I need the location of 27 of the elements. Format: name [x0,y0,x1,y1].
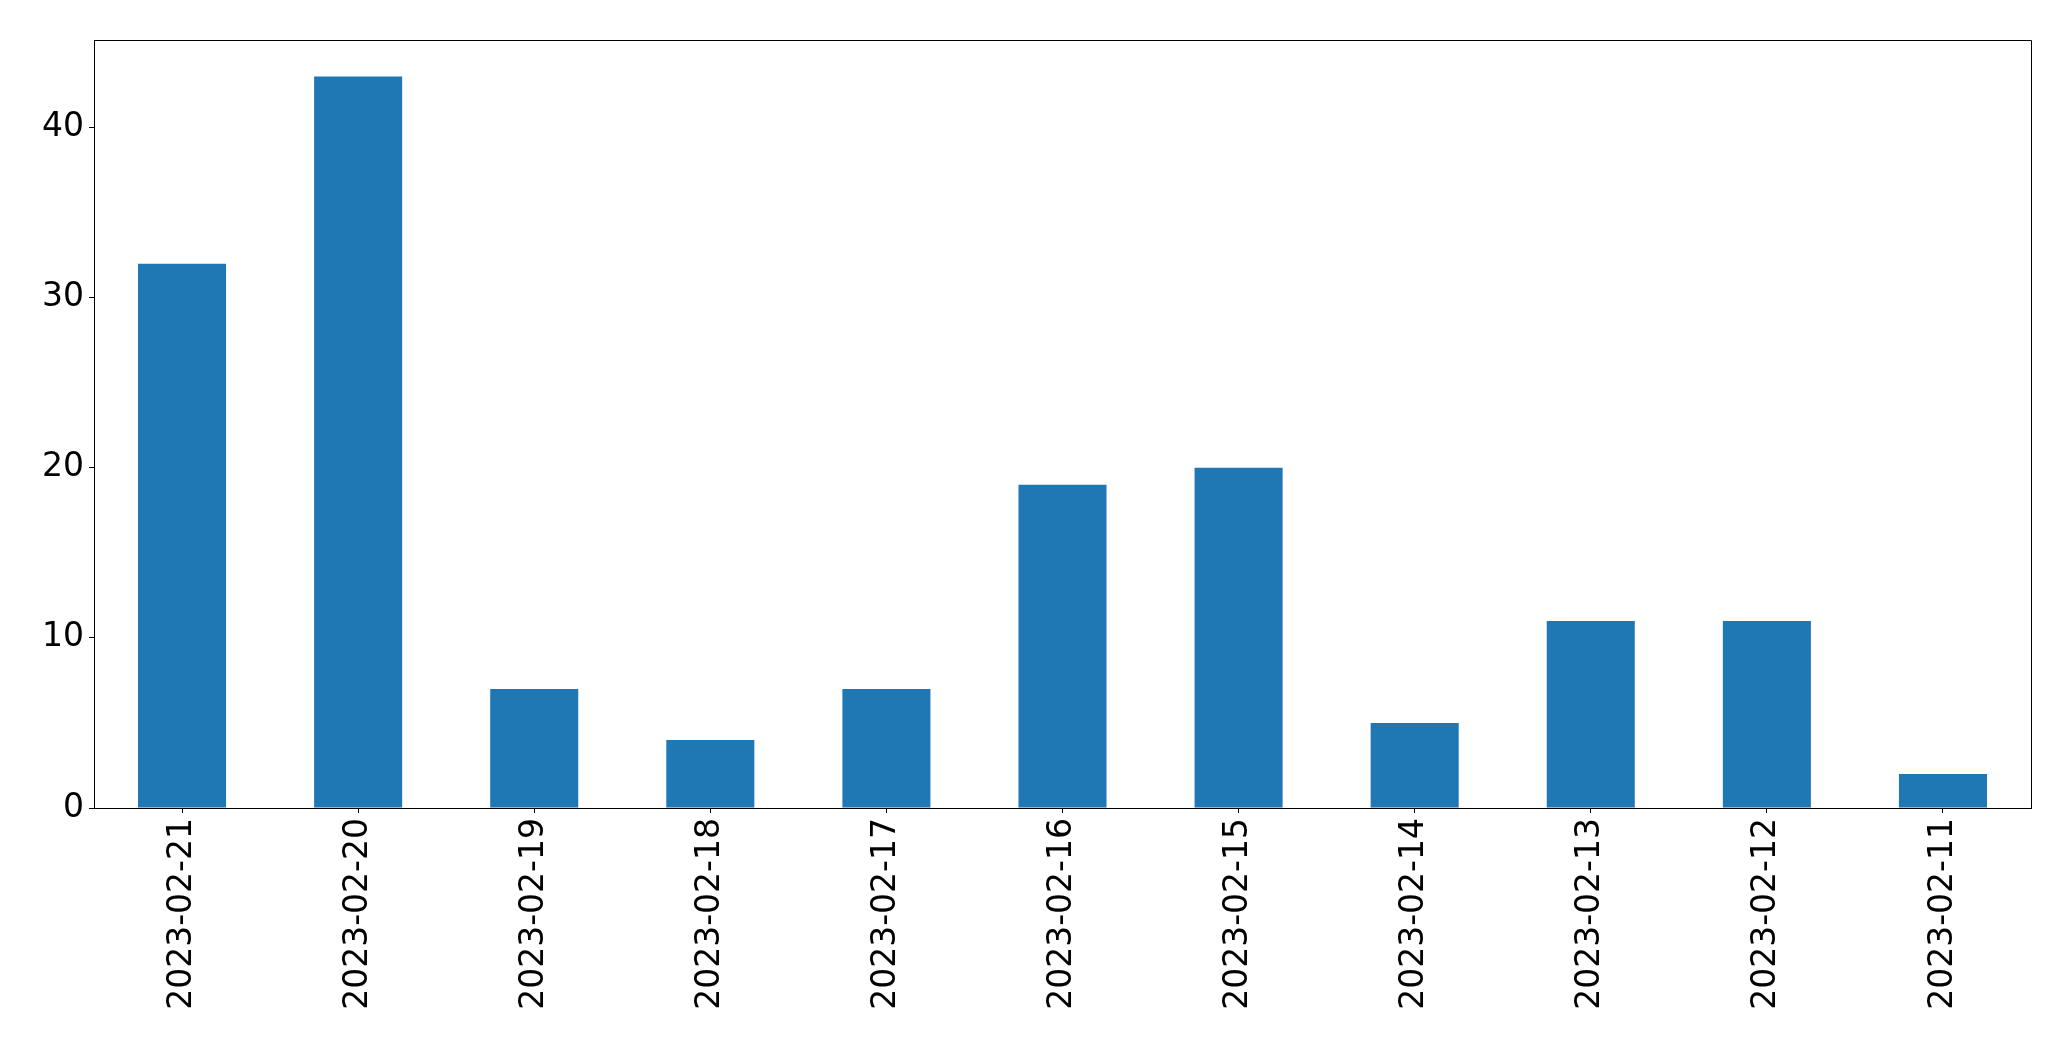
y-tick-label: 0 [63,785,84,825]
bar [138,263,227,808]
x-tick-label: 2023-02-20 [335,818,375,1010]
bar [1018,484,1107,808]
y-tick-label: 10 [42,615,84,655]
x-tick-label: 2023-02-14 [1392,818,1432,1010]
bar [1194,467,1283,808]
y-tick-label: 30 [42,275,84,315]
y-tick-label: 40 [42,105,84,145]
bar [1722,620,1811,808]
bar [490,688,579,808]
bar [1546,620,1635,808]
bar [842,688,931,808]
bar [1898,773,1987,808]
x-tick-label: 2023-02-13 [1568,818,1608,1010]
x-tick-label: 2023-02-21 [159,818,199,1010]
x-tick-label: 2023-02-19 [511,818,551,1010]
bar [666,739,755,808]
bar [1370,722,1459,808]
x-tick-label: 2023-02-15 [1216,818,1256,1010]
x-tick-label: 2023-02-12 [1744,818,1784,1010]
y-tick-label: 20 [42,445,84,485]
x-tick-label: 2023-02-11 [1920,818,1960,1010]
x-tick-label: 2023-02-17 [863,818,903,1010]
x-tick-label: 2023-02-16 [1040,818,1080,1010]
x-tick-label: 2023-02-18 [687,818,727,1010]
bar [314,76,403,808]
